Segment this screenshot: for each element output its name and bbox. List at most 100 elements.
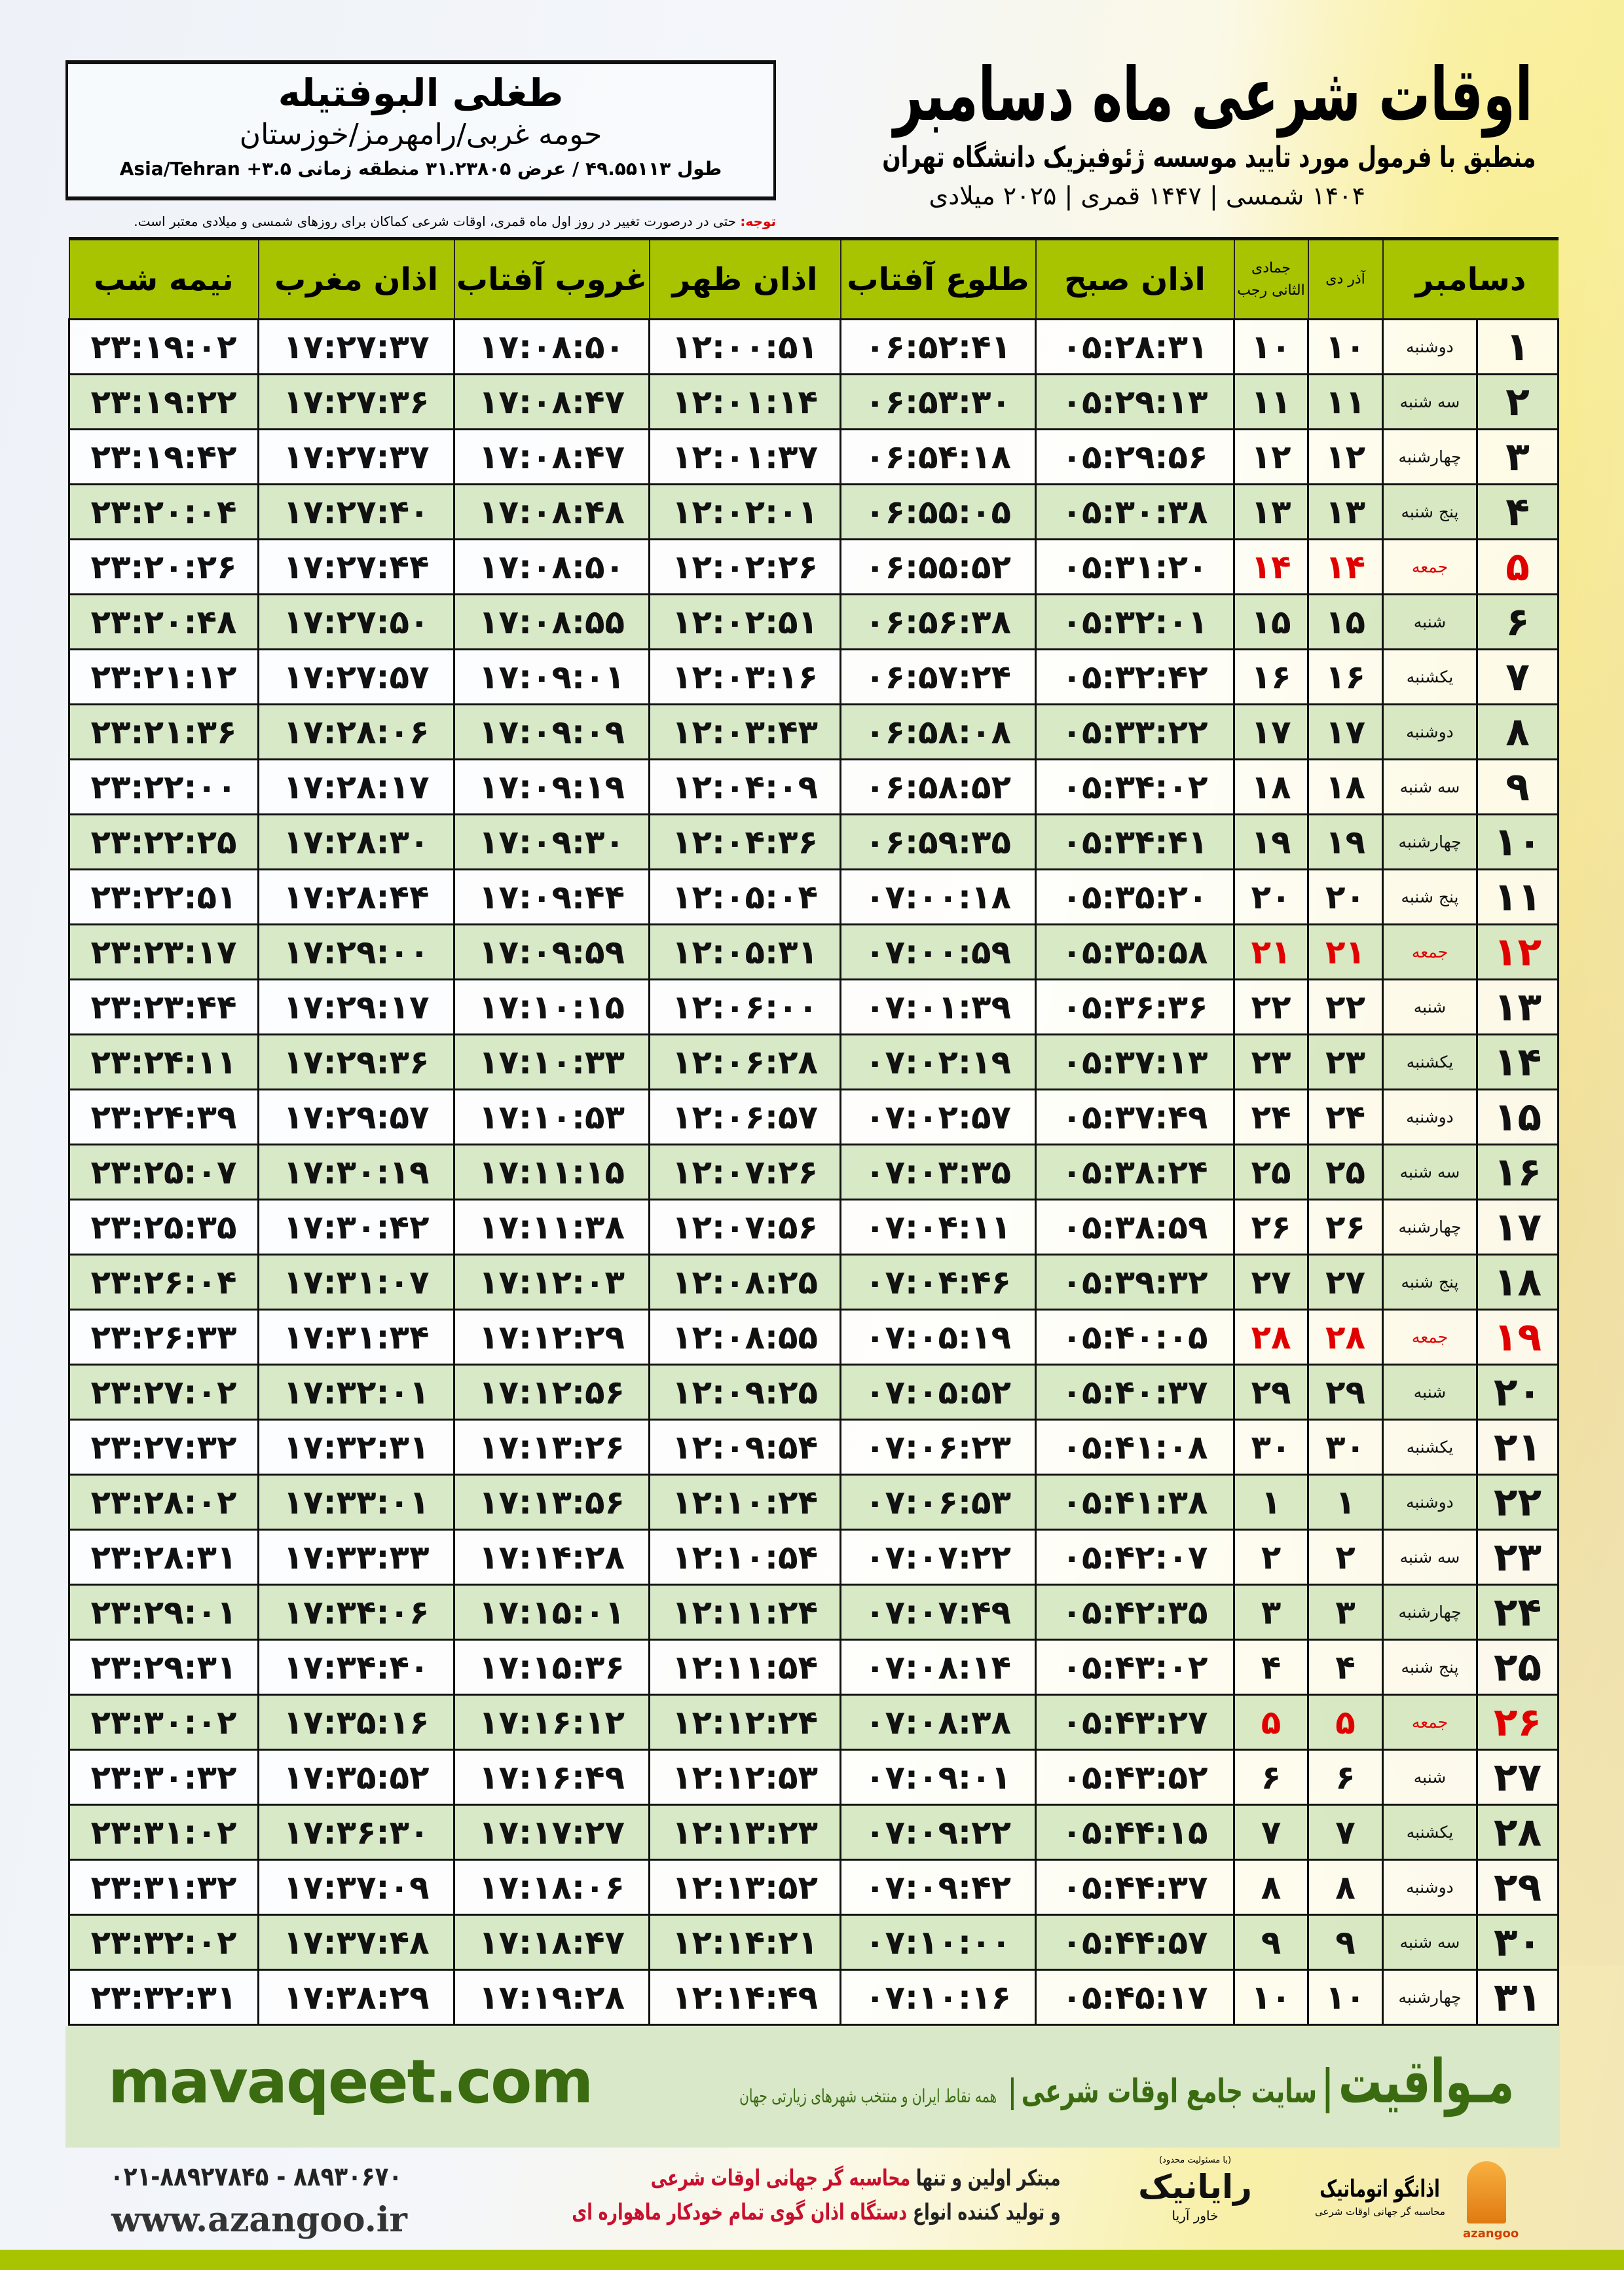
day-number: ۲۲ [1476, 1474, 1559, 1531]
day-number: ۹ [1476, 758, 1559, 815]
weekday: پنج شنبه [1382, 1639, 1478, 1696]
page-subtitle: منطبق با فرمول مورد تایید موسسه ژئوفیزیک… [881, 141, 1536, 174]
table-row: ۲۱ یکشنبه ۳۰ ۳۰ ۰۵:۴۱:۰۸ ۰۷:۰۶:۲۳ ۱۲:۰۹:۵۴ ۱۷:۱… [68, 1419, 1559, 1476]
persian-day: ۱۸ [1307, 758, 1384, 815]
maghreb-time: ۱۷:۲۹:۵۷ [257, 1088, 455, 1145]
tolu-time: ۰۶:۵۷:۲۴ [840, 648, 1037, 705]
zohr-time: ۱۲:۱۱:۲۴ [648, 1584, 841, 1641]
hijri-day: ۱۲ [1233, 428, 1309, 485]
sobh-time: ۰۵:۴۵:۱۷ [1035, 1969, 1235, 2026]
maghreb-time: ۱۷:۳۴:۰۶ [257, 1584, 455, 1641]
day-number: ۲۸ [1476, 1804, 1559, 1861]
tolu-time: ۰۶:۵۳:۳۰ [840, 373, 1037, 430]
maghreb-time: ۱۷:۳۷:۰۹ [257, 1859, 455, 1916]
day-number: ۳۱ [1476, 1969, 1559, 2026]
table-row: ۲۳ سه شنبه ۲ ۲ ۰۵:۴۲:۰۷ ۰۷:۰۷:۲۲ ۱۲:۱۰:۵۴ ۱۷:۱۴… [68, 1529, 1559, 1586]
tolu-time: ۰۷:۰۵:۱۹ [840, 1309, 1037, 1366]
ghorub-time: ۱۷:۱۰:۱۵ [453, 978, 650, 1035]
persian-day: ۲۴ [1307, 1088, 1384, 1145]
azangoo-text-block: اذانگو اتوماتیک محاسبه گر جهانی اوقات شر… [1303, 2174, 1457, 2219]
weekday: سه شنبه [1382, 1144, 1478, 1200]
sobh-time: ۰۵:۳۷:۴۹ [1035, 1088, 1235, 1145]
weekday: دوشنبه [1382, 703, 1478, 760]
website-link[interactable]: www.azangoo.ir [111, 2200, 407, 2240]
hijri-day: ۶ [1233, 1749, 1309, 1806]
promo-line2a: و تولید کننده انواع [907, 2199, 1061, 2225]
table-row: ۸ دوشنبه ۱۷ ۱۷ ۰۵:۳۳:۲۲ ۰۶:۵۸:۰۸ ۱۲:۰۳:۴۳ ۱۷:۰۹… [68, 703, 1559, 760]
ghorub-time: ۱۷:۰۹:۰۱ [453, 648, 650, 705]
persian-day: ۲۷ [1307, 1254, 1384, 1311]
maghreb-time: ۱۷:۳۶:۳۰ [257, 1804, 455, 1861]
header-nimeshab: نیمه شب [68, 237, 259, 320]
tolu-time: ۰۷:۰۶:۵۳ [840, 1474, 1037, 1531]
bottom-bar [0, 2250, 1624, 2270]
phone-numbers: ۰۲۱-۸۸۹۲۷۸۴۵ - ۸۸۹۳۰۶۷۰ [110, 2162, 403, 2192]
persian-day: ۱۱ [1307, 373, 1384, 430]
coordinates: طول ۴۹.۵۵۱۱۳ / عرض ۳۱.۲۳۸۰۵ منطقه زمانی … [119, 158, 722, 179]
hijri-day: ۱۱ [1233, 373, 1309, 430]
zohr-time: ۱۲:۱۲:۵۳ [648, 1749, 841, 1806]
site-url[interactable]: mavaqeet.com [108, 2047, 593, 2117]
table-row: ۱۶ سه شنبه ۲۵ ۲۵ ۰۵:۳۸:۲۴ ۰۷:۰۳:۳۵ ۱۲:۰۷:۲۶ ۱۷:… [68, 1144, 1559, 1200]
weekday: دوشنبه [1382, 1088, 1478, 1145]
maghreb-time: ۱۷:۲۷:۳۷ [257, 318, 455, 375]
mavaqeet-banner: mavaqeet.com مـواقیت|سایت جامع اوقات شرع… [65, 2026, 1560, 2148]
sobh-time: ۰۵:۲۸:۳۱ [1035, 318, 1235, 375]
day-number: ۷ [1476, 648, 1559, 705]
zohr-time: ۱۲:۰۵:۳۱ [648, 923, 841, 980]
weekday: شنبه [1382, 593, 1478, 650]
page-title: اوقات شرعی ماه دسامبر [893, 52, 1532, 138]
nimeshab-time: ۲۳:۳۲:۳۱ [68, 1969, 259, 2026]
divider: | [1321, 2060, 1334, 2113]
weekday: چهارشنبه [1382, 1969, 1478, 2026]
ghorub-time: ۱۷:۱۵:۳۶ [453, 1639, 650, 1696]
persian-day: ۳ [1307, 1584, 1384, 1641]
tolu-time: ۰۷:۱۰:۱۶ [840, 1969, 1037, 2026]
hijri-day: ۲۷ [1233, 1254, 1309, 1311]
persian-day: ۱۲ [1307, 428, 1384, 485]
weekday: چهارشنبه [1382, 428, 1478, 485]
header-sobh: اذان صبح [1035, 237, 1234, 320]
header-tolu: طلوع آفتاب [840, 237, 1036, 320]
year-line: ۱۴۰۴ شمسی | ۱۴۴۷ قمری | ۲۰۲۵ میلادی [929, 181, 1365, 210]
maghreb-time: ۱۷:۳۳:۰۱ [257, 1474, 455, 1531]
weekday: دوشنبه [1382, 318, 1478, 375]
rayanik-tiny: (با مسئولیت محدود) [1158, 2155, 1232, 2165]
persian-day: ۲۹ [1307, 1364, 1384, 1421]
nimeshab-time: ۲۳:۳۱:۰۲ [68, 1804, 259, 1861]
day-number: ۲۴ [1476, 1584, 1559, 1641]
ghorub-time: ۱۷:۰۸:۴۷ [453, 428, 650, 485]
maghreb-time: ۱۷:۲۹:۱۷ [257, 978, 455, 1035]
header-hijri-months: جمادی الثانی رجب [1233, 237, 1308, 320]
table-row: ۲۴ چهارشنبه ۳ ۳ ۰۵:۴۲:۳۵ ۰۷:۰۷:۴۹ ۱۲:۱۱:۲۴ ۱۷:۱… [68, 1584, 1559, 1641]
table-row: ۷ یکشنبه ۱۶ ۱۶ ۰۵:۳۲:۴۲ ۰۶:۵۷:۲۴ ۱۲:۰۳:۱۶ ۱۷:۰۹… [68, 648, 1559, 705]
weekday: یکشنبه [1382, 1033, 1478, 1090]
zohr-time: ۱۲:۱۳:۵۲ [648, 1859, 841, 1916]
persian-day: ۴ [1307, 1639, 1384, 1696]
header-maghreb: اذان مغرب [257, 237, 454, 320]
sobh-time: ۰۵:۴۴:۱۵ [1035, 1804, 1235, 1861]
maghreb-time: ۱۷:۳۵:۱۶ [257, 1694, 455, 1751]
sobh-time: ۰۵:۳۱:۲۰ [1035, 538, 1235, 595]
sobh-time: ۰۵:۳۴:۴۱ [1035, 813, 1235, 870]
tolu-time: ۰۷:۰۰:۱۸ [840, 868, 1037, 925]
sobh-time: ۰۵:۳۲:۰۱ [1035, 593, 1235, 650]
day-number: ۲۶ [1476, 1694, 1559, 1751]
zohr-time: ۱۲:۱۳:۲۳ [648, 1804, 841, 1861]
rayanik-sub: خاور آریا [1172, 2208, 1219, 2223]
tolu-time: ۰۷:۰۴:۱۱ [840, 1199, 1037, 1256]
ghorub-time: ۱۷:۱۶:۱۲ [453, 1694, 650, 1751]
zohr-time: ۱۲:۱۰:۲۴ [648, 1474, 841, 1531]
maghreb-time: ۱۷:۳۵:۵۲ [257, 1749, 455, 1806]
tolu-time: ۰۷:۰۳:۳۵ [840, 1144, 1037, 1200]
sobh-time: ۰۵:۳۵:۵۸ [1035, 923, 1235, 980]
prayer-times-table: دسامبر آذر دی جمادی الثانی رجب اذان صبح … [68, 237, 1559, 2026]
hijri-day: ۲۳ [1233, 1033, 1309, 1090]
persian-day: ۱۳ [1307, 483, 1384, 540]
header-month: دسامبر [1382, 237, 1559, 320]
ghorub-time: ۱۷:۱۴:۲۸ [453, 1529, 650, 1586]
persian-day: ۹ [1307, 1914, 1384, 1971]
zohr-time: ۱۲:۱۲:۲۴ [648, 1694, 841, 1751]
promo-line1b: محاسبه گر جهانی اوقات شرعی [651, 2165, 911, 2191]
ghorub-time: ۱۷:۰۸:۵۰ [453, 538, 650, 595]
